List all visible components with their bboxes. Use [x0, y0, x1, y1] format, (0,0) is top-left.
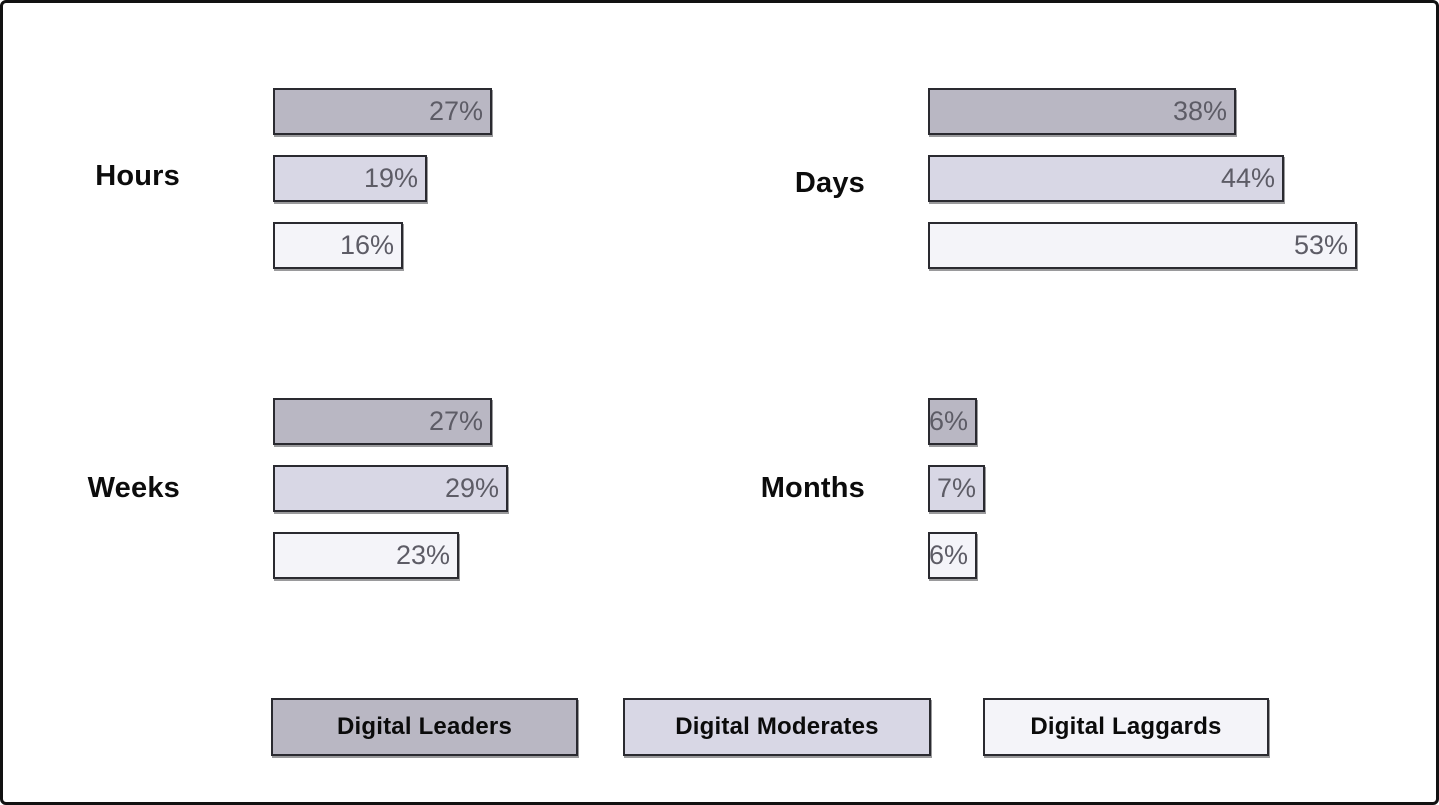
- bar-value-label: 19%: [363, 163, 418, 193]
- bar-months-digital-laggards: 6%: [928, 532, 977, 579]
- bar-hours-digital-laggards: 16%: [273, 222, 403, 269]
- bar-value-label: 27%: [428, 96, 483, 126]
- bar-value-label: 6%: [928, 540, 968, 570]
- bar-days-digital-laggards: 53%: [928, 222, 1357, 269]
- bar-value-label: 27%: [428, 406, 483, 436]
- bar-months-digital-moderates: 7%: [928, 465, 985, 512]
- category-label-hours: Hours: [95, 160, 180, 192]
- category-label-weeks: Weeks: [87, 472, 180, 504]
- bar-days-digital-leaders: 38%: [928, 88, 1236, 135]
- legend-item-digital-leaders: Digital Leaders: [271, 698, 578, 756]
- bar-value-label: 38%: [1172, 96, 1227, 126]
- legend-item-digital-laggards: Digital Laggards: [983, 698, 1269, 756]
- bar-months-digital-leaders: 6%: [928, 398, 977, 445]
- bar-days-digital-moderates: 44%: [928, 155, 1284, 202]
- bar-weeks-digital-leaders: 27%: [273, 398, 492, 445]
- bar-value-label: 53%: [1293, 230, 1348, 260]
- bar-value-label: 29%: [444, 473, 499, 503]
- bar-value-label: 16%: [339, 230, 394, 260]
- bar-value-label: 23%: [395, 540, 450, 570]
- legend-item-digital-moderates: Digital Moderates: [623, 698, 931, 756]
- bar-value-label: 44%: [1220, 163, 1275, 193]
- bar-hours-digital-moderates: 19%: [273, 155, 427, 202]
- bar-value-label: 7%: [936, 473, 976, 503]
- bar-hours-digital-leaders: 27%: [273, 88, 492, 135]
- category-label-days: Days: [794, 167, 865, 199]
- category-label-months: Months: [760, 472, 865, 504]
- bar-weeks-digital-moderates: 29%: [273, 465, 508, 512]
- bar-weeks-digital-laggards: 23%: [273, 532, 459, 579]
- bar-value-label: 6%: [928, 406, 968, 436]
